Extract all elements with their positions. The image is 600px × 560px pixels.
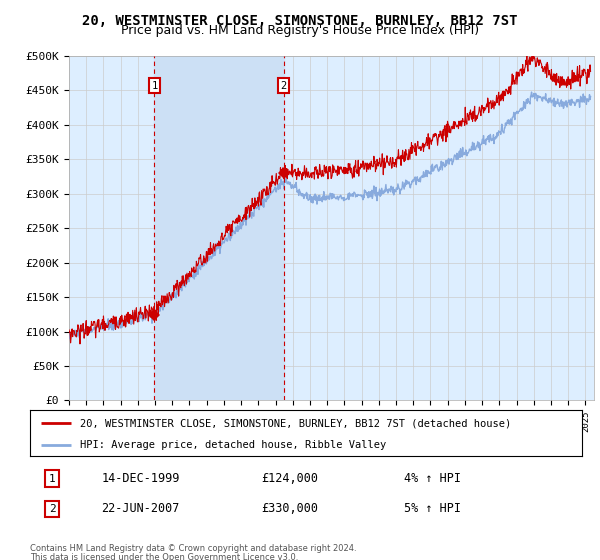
Text: Contains HM Land Registry data © Crown copyright and database right 2024.: Contains HM Land Registry data © Crown c… (30, 544, 356, 553)
Text: 20, WESTMINSTER CLOSE, SIMONSTONE, BURNLEY, BB12 7ST (detached house): 20, WESTMINSTER CLOSE, SIMONSTONE, BURNL… (80, 418, 511, 428)
Text: 2: 2 (49, 504, 55, 514)
Text: 2: 2 (281, 81, 287, 91)
Text: £124,000: £124,000 (261, 472, 318, 485)
Text: This data is licensed under the Open Government Licence v3.0.: This data is licensed under the Open Gov… (30, 553, 298, 560)
Bar (154, 56, 284, 400)
Text: Price paid vs. HM Land Registry's House Price Index (HPI): Price paid vs. HM Land Registry's House … (121, 24, 479, 37)
Text: 1: 1 (49, 474, 55, 484)
Text: 14-DEC-1999: 14-DEC-1999 (101, 472, 179, 485)
Text: 20, WESTMINSTER CLOSE, SIMONSTONE, BURNLEY, BB12 7ST: 20, WESTMINSTER CLOSE, SIMONSTONE, BURNL… (82, 14, 518, 28)
Text: £330,000: £330,000 (261, 502, 318, 515)
Text: 5% ↑ HPI: 5% ↑ HPI (404, 502, 461, 515)
Text: 4% ↑ HPI: 4% ↑ HPI (404, 472, 461, 485)
Text: 1: 1 (151, 81, 158, 91)
Text: HPI: Average price, detached house, Ribble Valley: HPI: Average price, detached house, Ribb… (80, 440, 386, 450)
Text: 22-JUN-2007: 22-JUN-2007 (101, 502, 179, 515)
